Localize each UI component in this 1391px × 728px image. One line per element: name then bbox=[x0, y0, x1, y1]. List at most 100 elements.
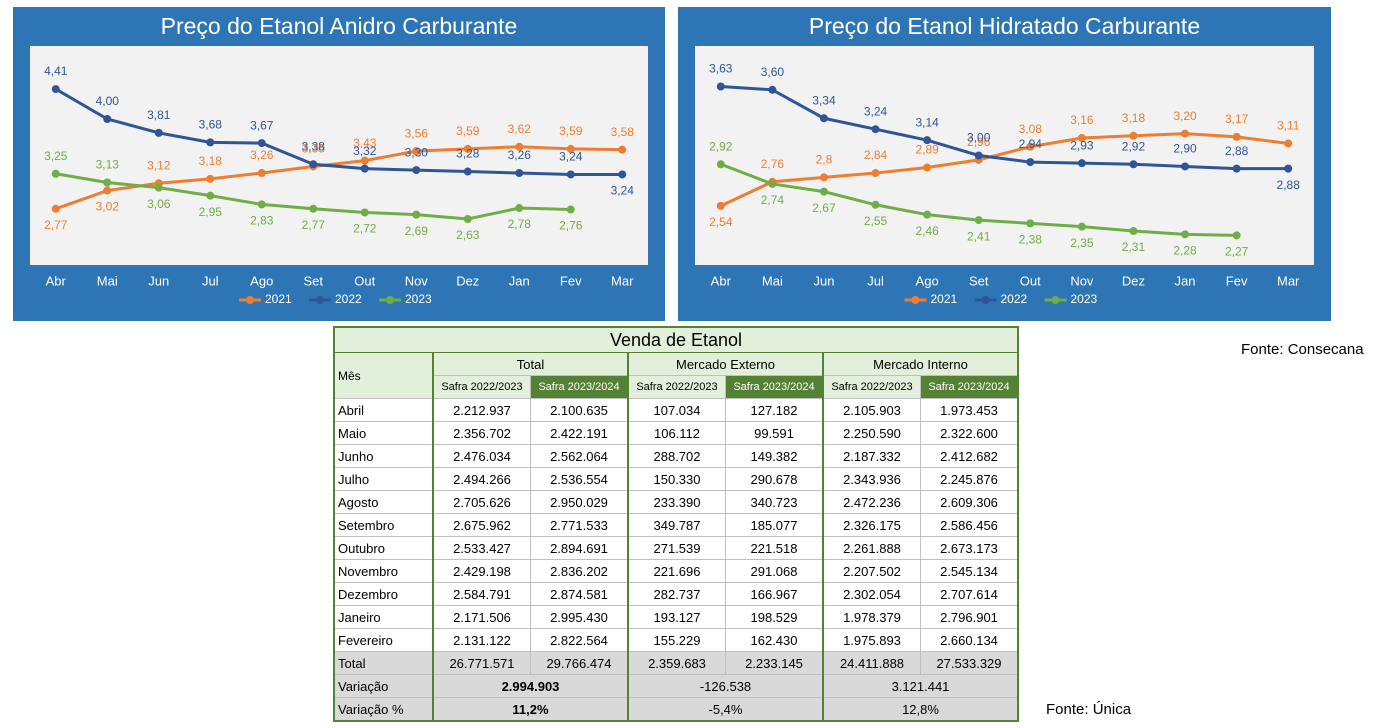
table-cell: Janeiro bbox=[333, 605, 434, 629]
data-point bbox=[1129, 160, 1138, 169]
data-point bbox=[154, 183, 163, 192]
data-label: 3,68 bbox=[199, 118, 223, 132]
data-label: 2,92 bbox=[709, 139, 733, 153]
data-label: 3,60 bbox=[761, 65, 785, 79]
legend-label: 2022 bbox=[1001, 292, 1028, 306]
legend-label: 2021 bbox=[931, 292, 958, 306]
table-cell: Safra 2022/2023 bbox=[627, 375, 726, 399]
table-cell: 107.034 bbox=[627, 398, 726, 422]
table-cell: 2.343.936 bbox=[822, 467, 921, 491]
source: Fonte: Consecana bbox=[1241, 341, 1364, 358]
data-label: 3,43 bbox=[353, 136, 377, 150]
data-label: 2,41 bbox=[967, 229, 991, 243]
table-cell: 2.545.134 bbox=[920, 559, 1019, 583]
data-label: 3,58 bbox=[611, 125, 635, 139]
table-cell: 2.359.683 bbox=[627, 651, 726, 675]
table-cell: Variação % bbox=[333, 697, 434, 722]
data-label: 3,13 bbox=[96, 158, 120, 172]
legend-marker bbox=[246, 296, 254, 304]
legend-label: 2022 bbox=[335, 292, 362, 306]
data-point bbox=[871, 169, 880, 178]
data-point bbox=[51, 169, 60, 178]
x-tick-label: Fev bbox=[1226, 273, 1248, 288]
x-tick-label: Mai bbox=[97, 273, 118, 288]
table-row: Fevereiro 2.131.122 2.822.564 155.229 162.43… bbox=[333, 628, 1019, 652]
x-tick-label: Mar bbox=[611, 273, 634, 288]
table-cell: Setembro bbox=[333, 513, 434, 537]
table-cell: 26.771.571 bbox=[432, 651, 531, 675]
data-point bbox=[51, 204, 60, 213]
table-cell: Venda de Etanol bbox=[333, 326, 1019, 353]
data-label: 2,83 bbox=[250, 214, 274, 228]
data-point bbox=[618, 145, 627, 154]
table-cell: 2.233.145 bbox=[725, 651, 824, 675]
data-label: 2,90 bbox=[1173, 142, 1197, 156]
table-cell: 2.476.034 bbox=[432, 444, 531, 468]
table-cell: 2.771.533 bbox=[530, 513, 629, 537]
data-label: 3,30 bbox=[405, 145, 429, 159]
x-tick-label: Out bbox=[354, 273, 375, 288]
x-tick-label: Dez bbox=[456, 273, 479, 288]
data-label: 3,00 bbox=[967, 131, 991, 145]
data-label: 2,93 bbox=[1070, 138, 1094, 152]
chart-panel: Preço do Etanol Hidratado Carburante Abr M… bbox=[678, 7, 1331, 321]
data-label: 2,77 bbox=[44, 218, 68, 232]
x-tick-label: Set bbox=[969, 273, 989, 288]
table-cell: 2.675.962 bbox=[432, 513, 531, 537]
data-point bbox=[819, 114, 828, 123]
data-point bbox=[360, 208, 369, 217]
data-point bbox=[463, 215, 472, 224]
table-row: Venda de Etanol bbox=[333, 326, 1019, 353]
data-point bbox=[206, 174, 215, 183]
x-tick-label: Abr bbox=[711, 273, 732, 288]
data-point bbox=[716, 160, 725, 169]
table-cell: 2.412.682 bbox=[920, 444, 1019, 468]
table-cell: 290.678 bbox=[725, 467, 824, 491]
data-point bbox=[1181, 162, 1190, 171]
series-line bbox=[720, 85, 1289, 171]
table-row: Variação % 11,2% -5,4% 12,8% bbox=[333, 697, 1019, 722]
table-cell: 2.422.191 bbox=[530, 421, 629, 445]
table-cell: 349.787 bbox=[627, 513, 726, 537]
table-cell: 282.737 bbox=[627, 582, 726, 606]
table-cell: 24.411.888 bbox=[822, 651, 921, 675]
data-label: 3,63 bbox=[709, 62, 733, 76]
data-point bbox=[566, 170, 575, 179]
table-row: Safra 2022/2023 Safra 2023/2024 Safra 2022… bbox=[334, 375, 1019, 399]
table-cell: 2.874.581 bbox=[530, 582, 629, 606]
data-label: 2,27 bbox=[1225, 245, 1249, 259]
table-row: Agosto 2.705.626 2.950.029 233.390 340.723 2.… bbox=[333, 490, 1019, 514]
table-cell: Safra 2022/2023 bbox=[432, 375, 531, 399]
data-point bbox=[1284, 139, 1293, 148]
table-cell: Dezembro bbox=[333, 582, 434, 606]
x-tick-label: Ago bbox=[916, 273, 939, 288]
x-tick-label: Mar bbox=[1277, 273, 1300, 288]
data-label: 3,26 bbox=[250, 148, 274, 162]
legend-marker bbox=[911, 296, 920, 304]
x-tick-label: Jul bbox=[202, 273, 219, 288]
data-label: 3,32 bbox=[353, 144, 377, 158]
table-cell: Safra 2023/2024 bbox=[725, 375, 824, 399]
table-cell: 340.723 bbox=[725, 490, 824, 514]
data-point bbox=[257, 139, 266, 148]
data-label: 3,56 bbox=[405, 126, 429, 140]
table-cell: 29.766.474 bbox=[530, 651, 629, 675]
legend-label: 2021 bbox=[265, 292, 292, 306]
data-point bbox=[768, 85, 777, 94]
table-cell: 2.494.266 bbox=[432, 467, 531, 491]
x-tick-label: Fev bbox=[560, 273, 582, 288]
data-label: 3,17 bbox=[1225, 112, 1249, 126]
data-label: 3,14 bbox=[915, 115, 939, 129]
x-tick-label: Abr bbox=[46, 273, 67, 288]
data-label: 3,24 bbox=[611, 184, 635, 198]
table-cell: 2.995.430 bbox=[530, 605, 629, 629]
table-cell: 2.533.427 bbox=[432, 536, 531, 560]
data-point bbox=[923, 136, 932, 145]
data-label: 3,67 bbox=[250, 118, 274, 132]
data-point bbox=[103, 178, 112, 187]
data-point bbox=[1232, 231, 1241, 240]
table-cell: 12,8% bbox=[822, 697, 1019, 722]
data-label: 3,16 bbox=[1070, 113, 1094, 127]
data-label: 2,88 bbox=[1225, 144, 1249, 158]
